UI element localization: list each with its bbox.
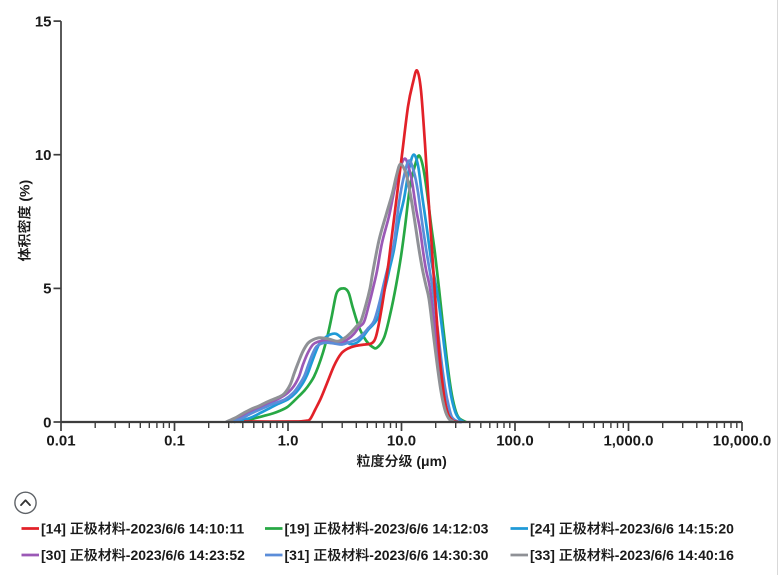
svg-text:10: 10 [35,147,52,164]
svg-text:0.1: 0.1 [164,433,185,450]
svg-text:10.0: 10.0 [387,433,416,450]
svg-text:[31]: [31] [285,547,310,563]
svg-text:-2023/6/6 14:12:03: -2023/6/6 14:12:03 [369,521,488,537]
svg-text:-2023/6/6 14:23:52: -2023/6/6 14:23:52 [126,547,245,563]
svg-text:-2023/6/6 14:10:11: -2023/6/6 14:10:11 [126,521,245,537]
svg-text:[19]: [19] [285,521,310,537]
svg-text:-2023/6/6 14:40:16: -2023/6/6 14:40:16 [615,547,734,563]
svg-text:1.0: 1.0 [278,433,299,450]
svg-text:100.0: 100.0 [496,433,534,450]
svg-text:(μm): (μm) [413,453,447,469]
svg-text:0: 0 [43,414,51,431]
svg-text:[14]: [14] [41,521,66,537]
svg-text:-2023/6/6 14:15:20: -2023/6/6 14:15:20 [615,521,734,537]
svg-text:1,000.0: 1,000.0 [603,433,653,450]
svg-text:15: 15 [35,13,52,30]
svg-text:[33]: [33] [530,547,555,563]
svg-text:0.01: 0.01 [46,433,75,450]
svg-text:-2023/6/6 14:30:30: -2023/6/6 14:30:30 [369,547,488,563]
svg-text:10,000.0: 10,000.0 [713,433,771,450]
svg-text:(%): (%) [17,180,33,206]
svg-text:5: 5 [43,281,51,298]
svg-text:[24]: [24] [530,521,555,537]
svg-text:[30]: [30] [41,547,66,563]
